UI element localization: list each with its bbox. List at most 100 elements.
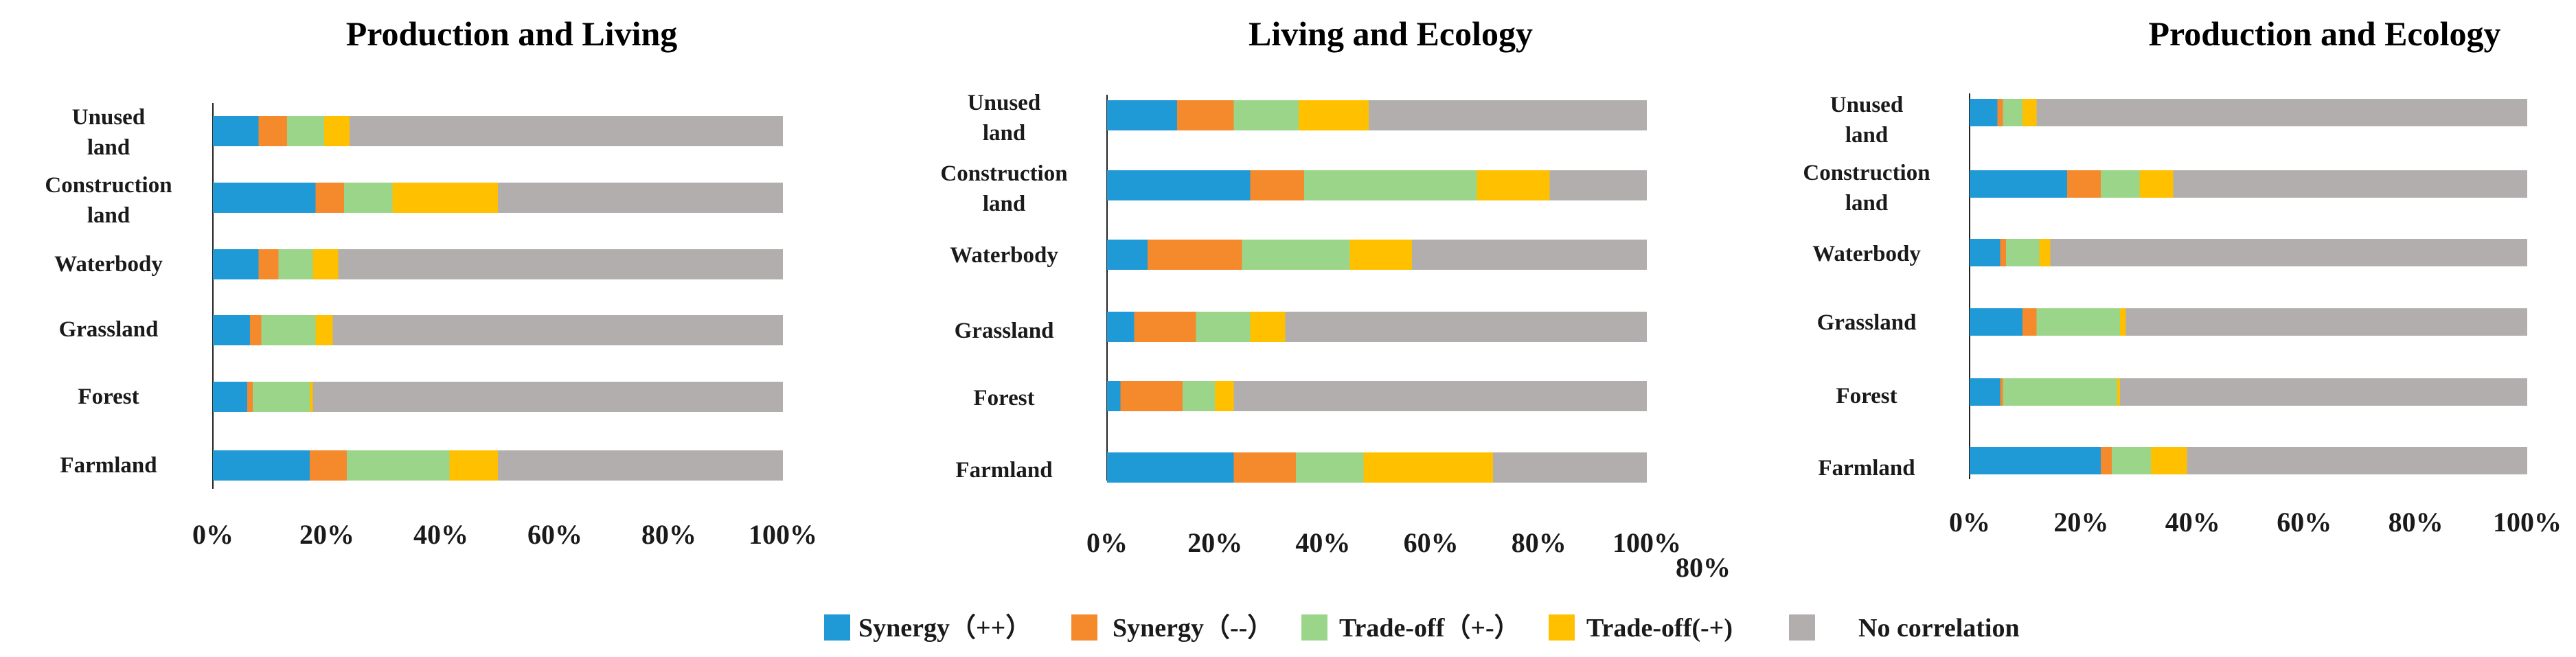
category-label: Forest: [1836, 384, 1897, 408]
bar-segment: [286, 116, 324, 146]
legend-label: Trade-off(-+): [1586, 614, 1733, 643]
category-label: Farmland: [60, 453, 157, 478]
bar-segment: [2050, 239, 2527, 266]
bar-segment: [392, 183, 498, 213]
bar-segment: [213, 315, 250, 345]
bar-segment: [1107, 452, 1234, 483]
bar-segment: [261, 315, 316, 345]
bar-segment: [1412, 240, 1647, 270]
category-label: Grassland: [1817, 310, 1917, 335]
bar-segment: [1250, 312, 1286, 342]
bar-segment: [2112, 447, 2151, 474]
x-tick-label: 60%: [1404, 527, 1459, 558]
bar-segment: [2022, 308, 2037, 336]
bar-segment: [1147, 240, 1242, 270]
bar-segment: [315, 183, 344, 213]
bar-segment: [2022, 99, 2037, 126]
bar-segment: [498, 450, 783, 481]
extra-axis-label: 80%: [1676, 552, 1731, 583]
bar-segment: [1107, 381, 1121, 411]
category-label: Forest: [78, 384, 139, 409]
legend-swatch: [1071, 614, 1097, 641]
chart-panel-1: Production and Living Unused land Construct…: [45, 14, 817, 550]
bar-segment: [247, 382, 253, 412]
chart-panel-2: Living and Ecology Unused land Construction…: [940, 14, 1731, 583]
bar-segment: [338, 249, 784, 279]
x-tick-label: 20%: [299, 519, 354, 550]
bar-segment: [2039, 239, 2051, 266]
category-label: Unused land: [1830, 93, 1903, 148]
x-tick-label: 100%: [749, 519, 817, 550]
legend-swatch: [1301, 614, 1327, 641]
bar-segment: [258, 249, 279, 279]
bar-segment: [2120, 378, 2527, 406]
bar-segment: [1299, 100, 1369, 130]
bar-segment: [1107, 100, 1178, 130]
x-tick-label: 40%: [413, 519, 468, 550]
x-tick-label: 40%: [2165, 507, 2220, 538]
bar-segment: [312, 382, 783, 412]
bar-segment: [1970, 99, 1998, 126]
category-label: Farmland: [1818, 456, 1915, 481]
legend-swatch: [1549, 614, 1575, 641]
bar-segment: [498, 183, 783, 213]
x-tick-label: 0%: [1949, 507, 1990, 538]
x-tick-label: 100%: [1612, 527, 1681, 558]
bar-segment: [2005, 239, 2040, 266]
bar-segment: [1233, 452, 1297, 483]
legend-label: No correlation: [1858, 614, 2020, 643]
bar-segment: [213, 450, 310, 481]
category-label: Construction land: [45, 173, 172, 228]
bar-segment: [1369, 100, 1647, 130]
bar-segment: [1285, 312, 1647, 342]
bar-segment: [347, 450, 450, 481]
bar-segment: [258, 116, 287, 146]
x-tick-label: 40%: [1295, 527, 1350, 558]
bar-segment: [2150, 447, 2187, 474]
bar-segment: [310, 450, 347, 481]
bar-segment: [1215, 381, 1234, 411]
bar-segment: [2139, 170, 2174, 198]
bar-segment: [1134, 312, 1196, 342]
bar-segment: [1549, 170, 1647, 200]
bar-segment: [1970, 447, 2101, 474]
bar-segment: [1296, 452, 1364, 483]
category-label: Grassland: [955, 319, 1054, 343]
bar-segment: [2120, 308, 2126, 336]
category-label: Unused land: [72, 105, 145, 160]
bar-segment: [1242, 240, 1350, 270]
bar-segment: [1233, 381, 1647, 411]
bar-segment: [449, 450, 498, 481]
bar-segment: [350, 116, 783, 146]
bar-segment: [1363, 452, 1493, 483]
bar-segment: [253, 382, 310, 412]
bar-segment: [2117, 378, 2121, 406]
bar-segment: [1477, 170, 1550, 200]
bar-segment: [312, 249, 339, 279]
bar-segment: [2100, 447, 2112, 474]
bar-segment: [1120, 381, 1183, 411]
bar-segment: [1107, 170, 1251, 200]
bar-segment: [2000, 239, 2006, 266]
bar-segment: [310, 382, 313, 412]
bar-segment: [1183, 381, 1216, 411]
legend: Synergy（++） Synergy（--） Trade-off（+-） Trade…: [824, 614, 2020, 643]
x-tick-label: 60%: [2277, 507, 2332, 538]
bar-segment: [2187, 447, 2527, 474]
bar-segment: [2100, 170, 2140, 198]
bar-segment: [2000, 378, 2003, 406]
x-tick-label: 0%: [1086, 527, 1128, 558]
bar-segment: [1492, 452, 1647, 483]
bar-segment: [343, 183, 393, 213]
panel-title: Production and Ecology: [2148, 14, 2500, 53]
bar-segment: [1970, 239, 2001, 266]
category-label: Forest: [973, 386, 1034, 411]
bar-segment: [1997, 99, 2003, 126]
legend-swatch: [1789, 614, 1815, 641]
x-tick-label: 80%: [2389, 507, 2443, 538]
bar-segment: [2173, 170, 2527, 198]
bar-segment: [213, 382, 247, 412]
x-tick-label: 80%: [1512, 527, 1566, 558]
x-tick-label: 100%: [2493, 507, 2562, 538]
bar-segment: [249, 315, 262, 345]
